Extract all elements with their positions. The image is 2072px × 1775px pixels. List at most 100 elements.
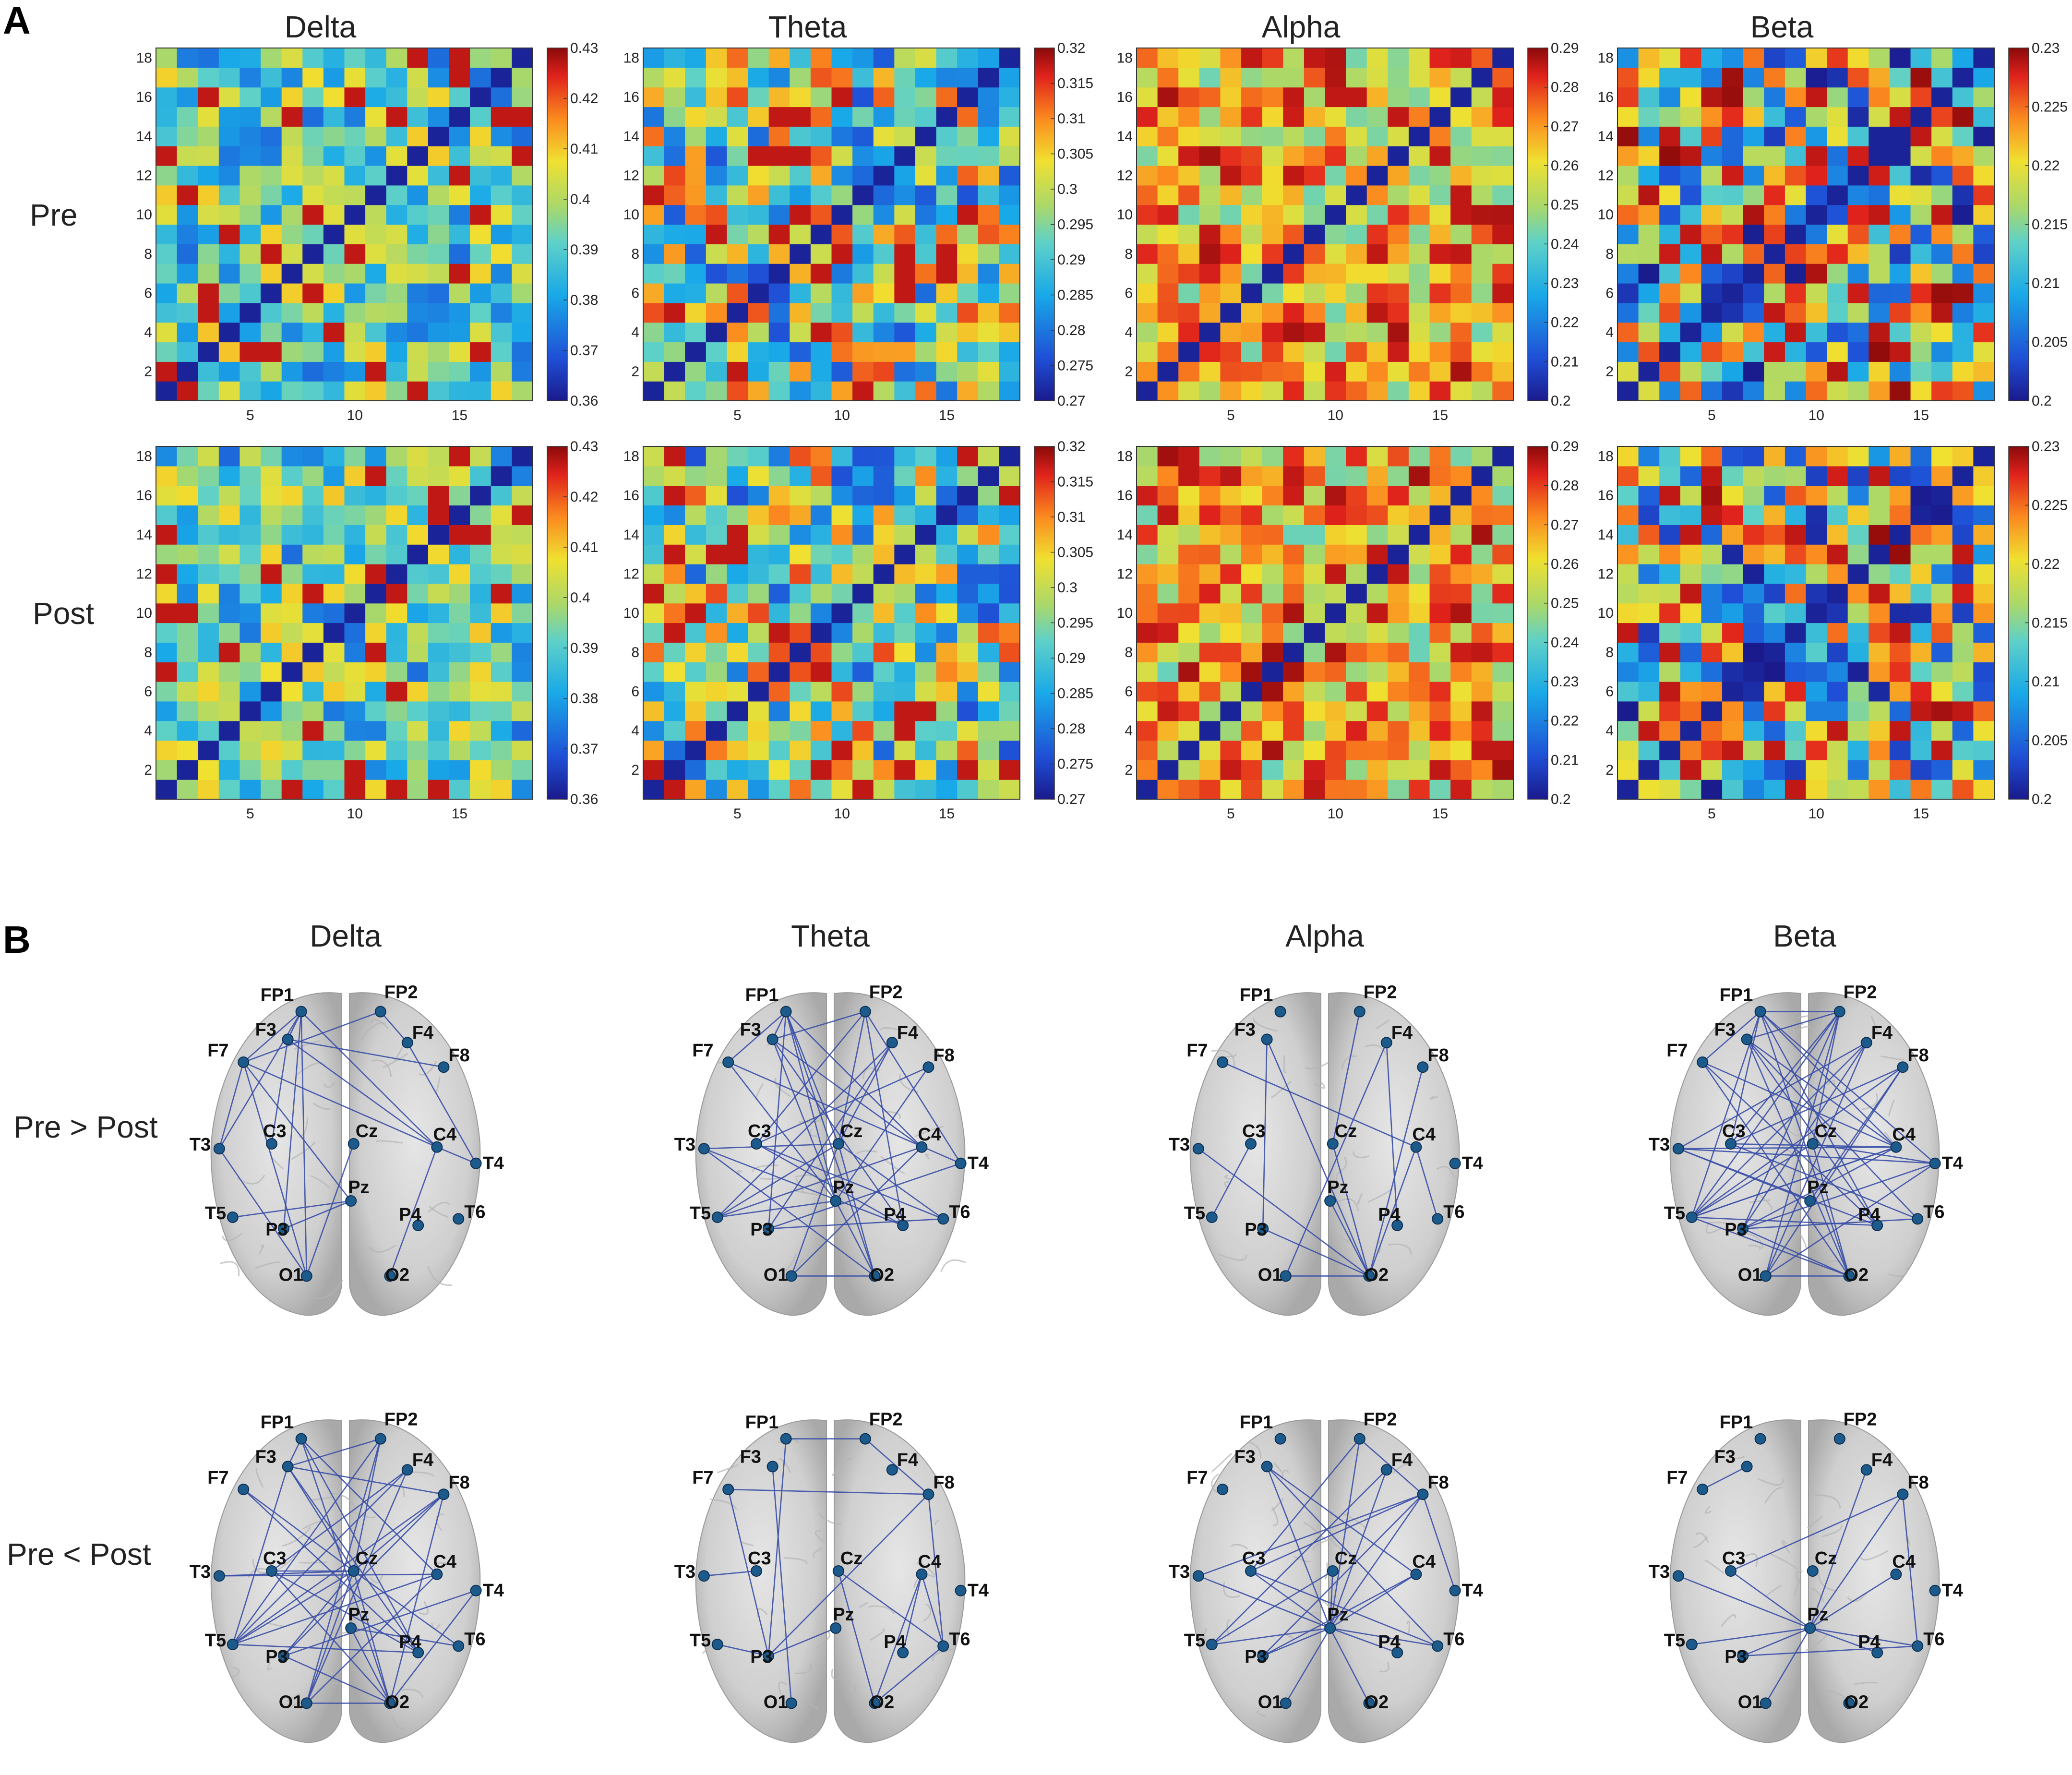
- heatmap-cell: [407, 342, 429, 362]
- heatmap-cell: [1346, 381, 1367, 401]
- heatmap-cell: [491, 682, 512, 702]
- heatmap-cell: [1806, 760, 1827, 780]
- heatmap-cell: [1325, 642, 1346, 662]
- heatmap-cell: [470, 544, 491, 564]
- heatmap-cell: [386, 244, 407, 264]
- heatmap-cell: [1220, 485, 1242, 506]
- electrode-label-f4: F4: [412, 1023, 433, 1043]
- electrode-label-f3: F3: [1714, 1447, 1736, 1467]
- colorbar-tick-label: 0.27: [1551, 119, 1579, 134]
- colorbar-tick-label: 0.22: [2032, 556, 2060, 572]
- heatmap-cell: [261, 505, 282, 525]
- heatmap-cell: [1722, 466, 1744, 486]
- heatmap-cell: [1283, 166, 1305, 186]
- heatmap-cell: [1450, 381, 1472, 401]
- colorbar-tick-label: 0.3: [1057, 580, 1078, 596]
- heatmap-cell: [1659, 623, 1681, 643]
- electrode-node-f8: [1417, 1488, 1429, 1500]
- row-label-pre: Pre: [30, 198, 78, 232]
- heatmap-cell: [894, 662, 916, 682]
- heatmap-cell: [1806, 466, 1827, 486]
- heatmap-cell: [1722, 87, 1744, 108]
- heatmap-cell: [1283, 107, 1305, 127]
- heatmap-cell: [1388, 264, 1409, 284]
- heatmap-cell: [156, 603, 178, 624]
- heatmap-cell: [156, 322, 178, 343]
- heatmap-cell: [1408, 166, 1430, 186]
- heatmap-cell: [643, 361, 665, 382]
- heatmap-cell: [386, 662, 407, 682]
- heatmap-cell: [156, 146, 178, 166]
- electrode-label-c3: C3: [748, 1121, 771, 1141]
- heatmap-cell: [831, 48, 853, 68]
- heatmap-cell: [1471, 682, 1493, 702]
- heatmap-cell: [664, 204, 685, 225]
- heatmap-cell: [156, 361, 178, 382]
- heatmap-cell: [1178, 146, 1200, 166]
- heatmap-cell: [1157, 662, 1179, 682]
- heatmap-cell: [1241, 760, 1263, 780]
- heatmap-cell: [470, 564, 491, 584]
- heatmap-cell: [1847, 544, 1869, 564]
- gyrus-texture: [350, 1510, 376, 1519]
- heatmap-cell: [1701, 780, 1723, 800]
- heatmap-cell: [428, 48, 450, 68]
- electrode-label-f8: F8: [933, 1473, 954, 1493]
- heatmap-cell: [1388, 525, 1409, 545]
- heatmap-cell: [1366, 701, 1388, 721]
- heatmap-cell: [1220, 583, 1242, 604]
- heatmap-cell: [685, 107, 707, 127]
- heatmap-cell: [768, 67, 790, 88]
- heatmap-cell: [1283, 342, 1305, 362]
- heatmap-cell: [1304, 224, 1326, 244]
- heatmap-cell: [1450, 244, 1472, 264]
- heatmap-cell: [1366, 146, 1388, 166]
- heatmap-cell: [1827, 446, 1848, 467]
- heatmap-cell: [1617, 662, 1639, 682]
- heatmap-cell: [302, 204, 324, 225]
- heatmap-cell: [1262, 583, 1283, 604]
- electrode-node-fp2: [1833, 1433, 1845, 1445]
- heatmap-cell: [470, 361, 491, 382]
- heatmap-cell: [894, 244, 916, 264]
- heatmap-cell: [999, 485, 1020, 506]
- heatmap-cell: [1262, 780, 1283, 800]
- heatmap-cell: [1659, 302, 1681, 323]
- heatmap-cell: [1952, 361, 1974, 382]
- heatmap-cell: [1241, 166, 1263, 186]
- heatmap-cell: [957, 583, 979, 604]
- colorbar-tick-label: 0.295: [1057, 615, 1093, 631]
- heatmap-cell: [1868, 126, 1890, 146]
- heatmap-cell: [1701, 682, 1723, 702]
- heatmap-cell: [999, 642, 1020, 662]
- heatmap-cell: [1847, 204, 1869, 225]
- heatmap-cell: [936, 126, 958, 146]
- heatmap-cell: [1743, 283, 1764, 303]
- heatmap-cell: [1199, 564, 1221, 584]
- heatmap-cell: [177, 166, 198, 186]
- heatmap-cell: [1680, 126, 1702, 146]
- electrode-label-c3: C3: [748, 1548, 771, 1569]
- heatmap-cell: [177, 185, 198, 205]
- heatmap-cell: [1178, 485, 1200, 506]
- heatmap-cell: [768, 342, 790, 362]
- y-tick-label: 12: [136, 168, 152, 183]
- heatmap-cell: [1492, 146, 1514, 166]
- heatmap-cell: [1889, 146, 1911, 166]
- electrode-label-p4: P4: [1378, 1632, 1400, 1652]
- heatmap-cell: [344, 48, 366, 68]
- heatmap-cell: [1241, 244, 1263, 264]
- electrode-node-f8: [922, 1061, 934, 1073]
- heatmap-cell: [1659, 48, 1681, 68]
- heatmap-cell: [1847, 224, 1869, 244]
- heatmap-cell: [999, 760, 1020, 780]
- electrode-label-cz: Cz: [1335, 1548, 1357, 1569]
- heatmap-cell: [1220, 446, 1242, 467]
- heatmap-cell: [1868, 466, 1890, 486]
- heatmap-cell: [1346, 361, 1367, 382]
- heatmap-cell: [1137, 87, 1158, 108]
- heatmap-cell: [198, 760, 219, 780]
- connection-edge: [1702, 1061, 1896, 1148]
- connection-edge: [219, 1570, 354, 1577]
- heatmap-cell: [1659, 701, 1681, 721]
